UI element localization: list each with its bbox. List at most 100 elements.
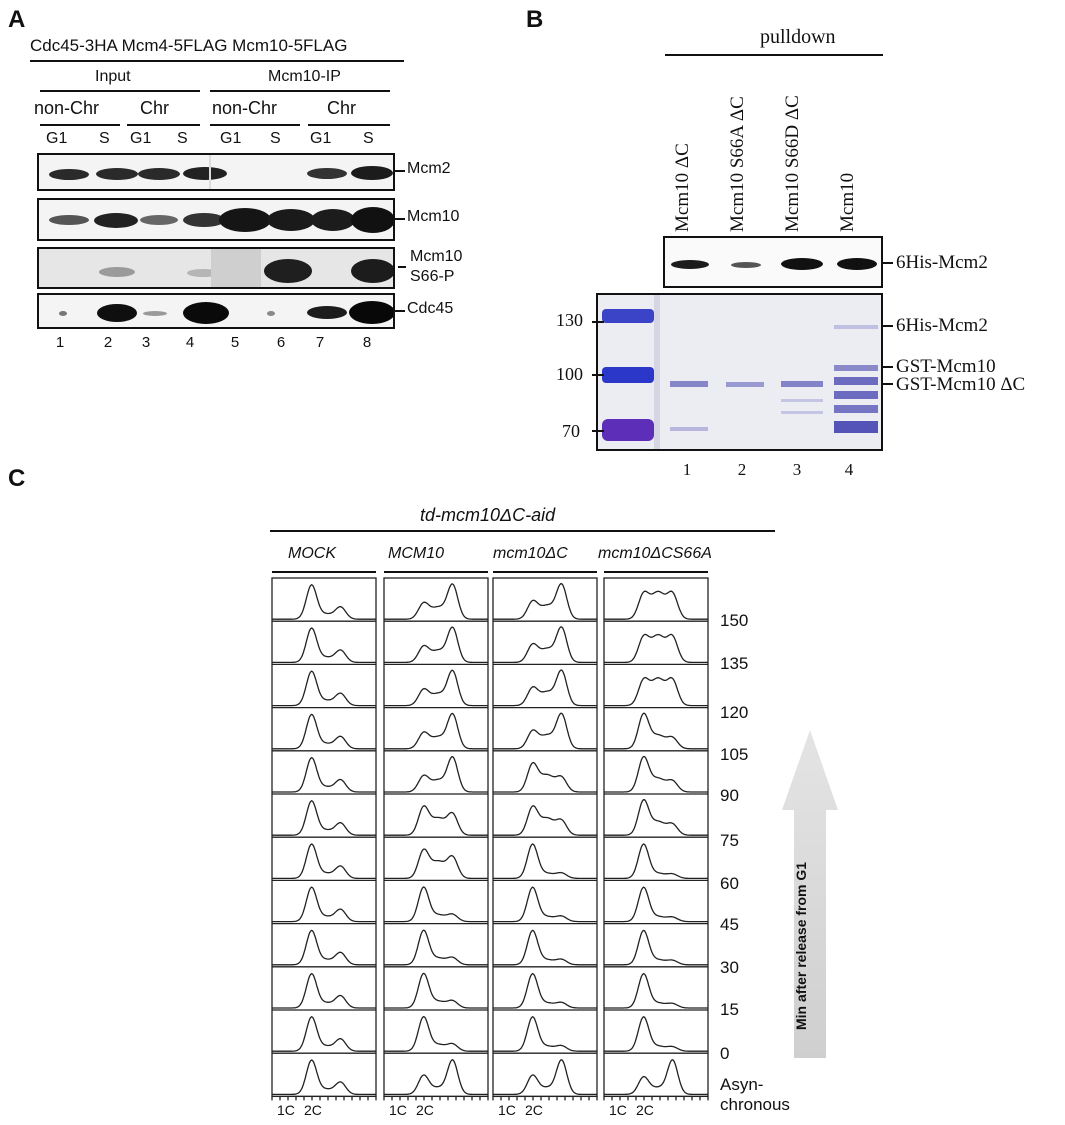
condition-label: mcm10ΔCS66A: [598, 545, 712, 562]
time-label: 105: [720, 745, 749, 764]
dna-content-histogram: [604, 676, 708, 707]
ip-underline: [210, 90, 390, 92]
marker-label: 70: [562, 421, 580, 441]
dna-content-histogram: [384, 712, 488, 750]
group-input: Input: [95, 68, 131, 85]
blot-mcm10: [37, 198, 395, 241]
phase-label: S: [363, 130, 374, 147]
time-arrow: [782, 730, 838, 1058]
dna-content-histogram: [493, 1059, 597, 1096]
async-label: Asyn-: [720, 1075, 764, 1094]
arrow-label: Min after release from G1: [793, 861, 809, 1030]
panel-b-label: B: [526, 6, 544, 33]
dna-content-histogram: [604, 972, 708, 1009]
fraction-label: non-Chr: [212, 98, 278, 118]
lane-number: 2: [103, 334, 113, 351]
dna-content-histogram: [384, 669, 488, 707]
lane-number: 4: [844, 460, 854, 479]
phase-label: S: [270, 130, 281, 147]
dna-content-histogram: [493, 669, 597, 707]
dna-content-histogram: [493, 972, 597, 1009]
x-label-1c: 1C: [609, 1102, 627, 1118]
async-label: chronous: [720, 1095, 790, 1114]
fraction-label: non-Chr: [34, 98, 100, 118]
time-label: 150: [720, 611, 749, 630]
lane-number: 4: [185, 334, 195, 351]
dna-content-histogram: [493, 626, 597, 664]
lane-number: 5: [230, 334, 240, 351]
dna-content-histogram: [384, 755, 488, 793]
dna-content-histogram: [384, 583, 488, 620]
dna-content-histogram: [604, 755, 708, 793]
dna-content-histogram: [272, 713, 376, 750]
panel-a-strain: Cdc45-3HA Mcm4-5FLAG Mcm10-5FLAG: [30, 36, 348, 55]
dna-content-histogram: [604, 712, 708, 750]
lane-number: 7: [315, 334, 325, 351]
dna-content-histogram: [384, 1059, 488, 1096]
dna-content-histogram: [604, 843, 708, 880]
dna-content-histogram: [384, 886, 488, 923]
dna-content-histogram: [384, 805, 488, 836]
dna-content-histogram: [272, 584, 376, 620]
panel-a-label: A: [8, 6, 26, 33]
dna-content-histogram: [493, 1016, 597, 1052]
gel-label: 6His-Mcm2: [896, 315, 988, 336]
fraction-underline: [210, 124, 300, 126]
dna-content-histogram: [272, 1059, 376, 1096]
strain-underline: [270, 530, 775, 532]
dna-content-histogram: [493, 712, 597, 750]
blot-label-mcm2: Mcm2: [407, 160, 451, 177]
phase-label: S: [99, 130, 110, 147]
dna-content-histogram: [272, 929, 376, 966]
dna-content-histogram: [493, 583, 597, 620]
strain-underline: [30, 60, 404, 62]
phase-label: S: [177, 130, 188, 147]
phase-label: G1: [130, 130, 152, 147]
x-label-2c: 2C: [304, 1102, 322, 1118]
blot-label-cdc45: Cdc45: [407, 300, 454, 317]
blot-6his-mcm2: [663, 236, 883, 288]
fraction-label: Chr: [140, 98, 170, 118]
blot-cdc45: [37, 293, 395, 329]
dna-content-histogram: [604, 886, 708, 923]
fraction-underline: [127, 124, 200, 126]
blot-label-mcm10-line1: Mcm10: [410, 248, 463, 265]
time-label: 15: [720, 1000, 739, 1019]
time-label: 90: [720, 786, 739, 805]
dna-content-histogram: [604, 929, 708, 966]
lane-number: 2: [737, 460, 747, 479]
dna-content-histogram: [272, 800, 376, 836]
x-label-2c: 2C: [416, 1102, 434, 1118]
gel-label: GST-Mcm10 ΔC: [896, 374, 1026, 395]
blot-label-6his-mcm2: 6His-Mcm2: [896, 252, 988, 273]
dna-content-histogram: [604, 799, 708, 836]
blot-mcm10-s66p: [37, 247, 395, 289]
dna-content-histogram: [604, 1059, 708, 1096]
phase-label: G1: [310, 130, 332, 147]
coomassie-gel: [596, 293, 883, 451]
dna-content-histogram: [493, 843, 597, 880]
fraction-underline: [308, 124, 390, 126]
input-underline: [40, 90, 200, 92]
dna-content-histogram: [272, 670, 376, 707]
dna-content-histogram: [384, 929, 488, 966]
blot-mcm2: [37, 153, 395, 191]
condition-label: mcm10ΔC: [493, 545, 568, 562]
dna-content-histogram: [493, 805, 597, 836]
dna-content-histogram: [272, 627, 376, 664]
time-label: 45: [720, 915, 739, 934]
dna-content-histogram: [272, 1016, 376, 1052]
lane-number: 3: [792, 460, 802, 479]
lane-number: 1: [55, 334, 65, 351]
x-label-1c: 1C: [498, 1102, 516, 1118]
phase-label: G1: [46, 130, 68, 147]
lane-number: 3: [141, 334, 151, 351]
phase-label: G1: [220, 130, 242, 147]
dna-content-histogram: [493, 761, 597, 793]
x-label-2c: 2C: [525, 1102, 543, 1118]
dna-content-histogram: [384, 1015, 488, 1052]
time-label: 135: [720, 654, 749, 673]
x-label-1c: 1C: [389, 1102, 407, 1118]
blot-label-mcm10: Mcm10: [407, 208, 460, 225]
dna-content-histogram: [604, 1016, 708, 1052]
